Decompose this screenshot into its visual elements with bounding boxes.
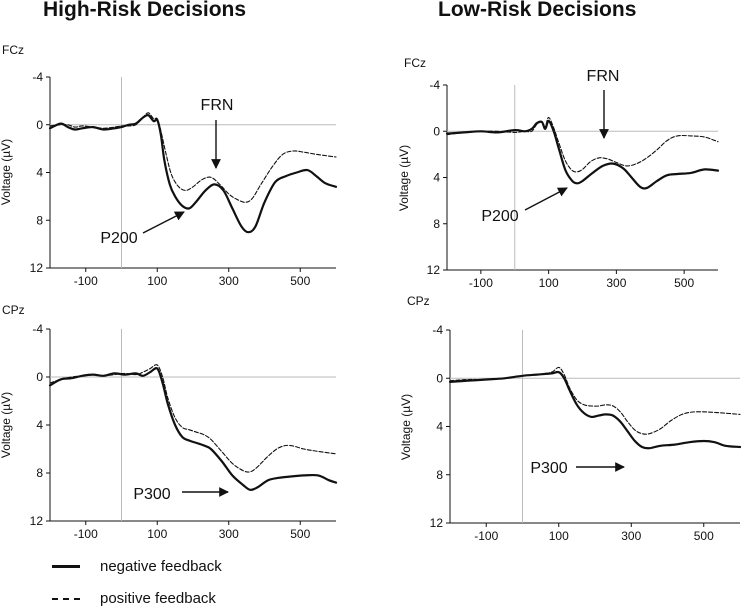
- low-fcz-panel: FCz Voltage (µV) -4 0 4 8 12 -100 100 300 500 FRN P2…: [397, 56, 720, 290]
- high-fcz-x-tick-label: 300: [219, 274, 239, 288]
- legend-negative: negative feedback: [52, 558, 222, 575]
- low-cpz-y-tick-label: 8: [436, 468, 443, 482]
- low-fcz-y-tick-label: 4: [433, 171, 440, 185]
- high-fcz-y-tick-label: 8: [36, 213, 43, 227]
- low-fcz-y-tick-label: 0: [433, 124, 440, 138]
- legend-positive-label: positive feedback: [100, 590, 216, 607]
- low-fcz-y-axis-label: Voltage (µV): [397, 145, 411, 211]
- low-fcz-annotation-p200: P200: [481, 208, 518, 225]
- high-cpz-x-tick-label: 100: [147, 527, 167, 541]
- low-fcz-x-tick-label: 500: [674, 276, 694, 290]
- low-fcz-x-tick-label: -100: [469, 276, 493, 290]
- high-fcz-x-tick-label: 100: [147, 274, 167, 288]
- high-cpz-y-axis-label: Voltage (µV): [0, 392, 13, 458]
- high-fcz-positive-feedback-line: [49, 112, 337, 203]
- high-fcz-annotation-frn: FRN: [201, 97, 234, 114]
- legend-solid-line-icon: [52, 565, 80, 568]
- high-cpz-y-tick-label: 12: [30, 514, 44, 528]
- low-risk-title: Low-Risk Decisions: [438, 0, 637, 21]
- high-fcz-y-tick-label: 4: [36, 166, 43, 180]
- low-fcz-y-tick-label: 8: [433, 217, 440, 231]
- low-fcz-y-tick-label: 12: [427, 263, 441, 277]
- low-cpz-panel: CPz Voltage (µV) -4 0 4 8 12 -100 100 300 500 P300: [399, 294, 742, 543]
- low-fcz-electrode-label: FCz: [404, 56, 426, 70]
- low-fcz-x-tick-label: 100: [539, 276, 559, 290]
- low-cpz-negative-feedback-line: [448, 370, 742, 450]
- high-cpz-y-tick-label: 0: [36, 370, 43, 384]
- high-cpz-electrode-label: CPz: [2, 303, 25, 317]
- low-cpz-annotation-p300: P300: [530, 460, 567, 477]
- low-fcz-positive-feedback-line: [446, 116, 719, 173]
- legend-dashed-line-icon: [52, 597, 80, 600]
- high-cpz-y-tick-label: -4: [32, 322, 43, 336]
- high-cpz-panel: CPz Voltage (µV) -4 0 4 8 12 -100 100 300 500 P300: [0, 303, 338, 541]
- high-fcz-annotation-p200: P200: [100, 230, 137, 247]
- low-cpz-x-tick-label: 500: [694, 529, 714, 543]
- low-cpz-y-tick-label: 12: [430, 516, 444, 530]
- high-cpz-x-tick-label: 300: [219, 527, 239, 541]
- high-fcz-y-tick-label: 12: [30, 261, 44, 275]
- legend-negative-label: negative feedback: [100, 558, 222, 575]
- high-fcz-y-tick-label: -4: [32, 70, 43, 84]
- high-fcz-x-tick-label: -100: [74, 274, 98, 288]
- high-cpz-x-tick-label: 500: [290, 527, 310, 541]
- high-cpz-positive-feedback-line: [49, 364, 337, 473]
- high-fcz-y-tick-label: 0: [36, 118, 43, 132]
- high-fcz-y-axis-label: Voltage (µV): [0, 139, 13, 205]
- high-fcz-panel: FCz Voltage (µV) -4 0 4 8 12 -100 100 300 500 FRN P2…: [0, 43, 338, 288]
- low-fcz-annotation-frn: FRN: [587, 68, 620, 85]
- low-cpz-x-tick-label: 100: [549, 529, 569, 543]
- low-cpz-electrode-label: CPz: [407, 294, 430, 308]
- high-cpz-negative-feedback-line: [48, 367, 338, 491]
- low-cpz-y-tick-label: 4: [436, 420, 443, 434]
- low-fcz-x-tick-label: 300: [606, 276, 626, 290]
- high-cpz-annotation-p300: P300: [133, 486, 170, 503]
- low-cpz-x-tick-label: 300: [621, 529, 641, 543]
- legend-positive: positive feedback: [52, 590, 216, 607]
- low-cpz-positive-feedback-line: [449, 366, 741, 435]
- low-cpz-y-tick-label: -4: [432, 323, 443, 337]
- high-fcz-annotation-arrow-p200: [142, 211, 185, 234]
- high-cpz-x-tick-label: -100: [74, 527, 98, 541]
- high-risk-title: High-Risk Decisions: [43, 0, 247, 21]
- low-cpz-y-tick-label: 0: [436, 371, 443, 385]
- low-cpz-y-axis-label: Voltage (µV): [399, 394, 413, 460]
- low-fcz-y-tick-label: -4: [429, 78, 440, 92]
- high-fcz-negative-feedback-line: [48, 113, 338, 234]
- high-cpz-y-tick-label: 8: [36, 466, 43, 480]
- low-cpz-x-tick-label: -100: [474, 529, 498, 543]
- high-fcz-electrode-label: FCz: [2, 43, 24, 57]
- low-fcz-annotation-arrow-p200: [524, 187, 568, 211]
- high-fcz-x-tick-label: 500: [290, 274, 310, 288]
- high-cpz-y-tick-label: 4: [36, 418, 43, 432]
